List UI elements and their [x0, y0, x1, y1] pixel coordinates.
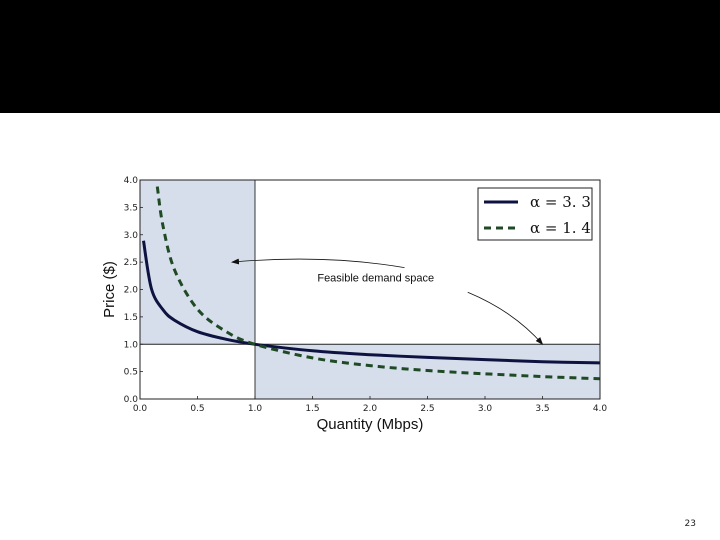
legend-box	[477, 187, 593, 241]
x-tick-label: 4.0	[593, 404, 608, 414]
annotation: Feasible demand space	[231, 258, 544, 346]
y-tick-label: 1.5	[124, 313, 138, 323]
x-axis-label: Quantity (Mbps)	[317, 416, 424, 433]
y-tick-label: 2.5	[124, 258, 138, 268]
series-line-0	[142, 240, 601, 365]
series-line-1	[155, 186, 601, 381]
axis-ticks: 0.0 0.5 1.0 1.5 2.0 2.5 3.0 3.5 4.0 0.0 0.5 1.0 1.5 2…	[124, 176, 608, 414]
annotation-arrow-left	[231, 258, 405, 268]
chart-svg: 0.0 0.5 1.0 1.5 2.0 2.5 3.0 3.5 4.0 0.0 0.5 1.0 1.5 2…	[101, 176, 608, 433]
x-tick-label: 2.5	[420, 404, 434, 414]
legend: α = 3. 3 α = 1. 4	[477, 187, 593, 241]
legend-label-alpha-3-3: α = 3. 3	[530, 193, 591, 211]
y-tick-label: 4.0	[124, 176, 139, 186]
y-tick-label: 0.0	[124, 395, 139, 405]
y-tick-label: 3.5	[124, 203, 138, 213]
legend-label-alpha-1-4: α = 1. 4	[530, 219, 591, 237]
reference-lines	[140, 180, 600, 399]
slide-title-bar	[0, 0, 720, 113]
series-layer	[142, 186, 601, 381]
x-tick-label: 1.0	[248, 404, 263, 414]
y-tick-label: 0.5	[124, 368, 138, 378]
x-tick-label: 3.0	[478, 404, 493, 414]
y-axis-label: Price ($)	[101, 261, 118, 318]
x-tick-label: 2.0	[363, 404, 378, 414]
shaded-region-0	[140, 180, 255, 345]
x-tick-label: 0.0	[133, 404, 148, 414]
x-tick-label: 3.5	[535, 404, 549, 414]
annotation-arrow-right	[467, 291, 544, 346]
y-tick-label: 3.0	[124, 231, 139, 241]
y-tick-label: 1.0	[124, 340, 139, 350]
page-number: 23	[684, 519, 696, 529]
x-tick-label: 1.5	[305, 404, 319, 414]
demand-chart: 0.0 0.5 1.0 1.5 2.0 2.5 3.0 3.5 4.0 0.0 0.5 1.0 1.5 2…	[100, 168, 620, 438]
annotation-text: Feasible demand space	[317, 272, 434, 284]
y-tick-label: 2.0	[124, 286, 139, 296]
x-tick-label: 0.5	[190, 404, 204, 414]
